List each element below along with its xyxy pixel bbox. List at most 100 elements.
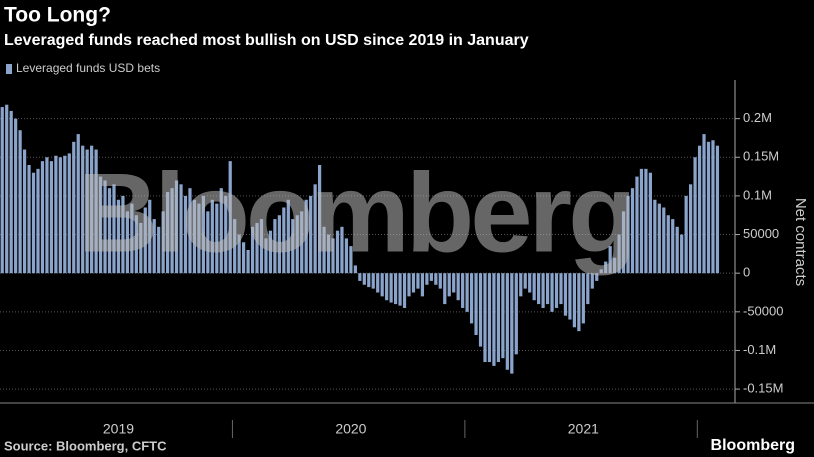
bar: [648, 172, 652, 274]
bar: [492, 273, 496, 366]
bar: [103, 180, 107, 274]
bar: [282, 207, 286, 274]
bar: [519, 273, 523, 297]
bar: [675, 226, 679, 274]
bar: [402, 273, 407, 308]
bar: [653, 199, 657, 274]
bar: [639, 168, 644, 274]
bar: [604, 261, 608, 274]
bar: [157, 226, 161, 274]
bar: [143, 207, 147, 274]
bar: [22, 149, 27, 274]
bar: [411, 273, 416, 293]
bar: [166, 192, 170, 274]
bar: [335, 230, 340, 274]
x-tick-label: 2019: [103, 421, 134, 437]
bar: [429, 273, 433, 281]
y-tick-label: -0.1M: [743, 342, 776, 357]
bar: [483, 273, 487, 363]
bar: [447, 273, 451, 297]
bar: [376, 273, 380, 293]
bar: [112, 184, 116, 274]
bar: [237, 234, 241, 274]
bar: [76, 134, 80, 274]
bar: [393, 273, 398, 305]
bar: [478, 273, 483, 347]
bar: [49, 161, 54, 274]
bar: [443, 273, 447, 305]
y-axis-title: Net contracts: [792, 198, 809, 286]
bar: [81, 145, 85, 274]
bar: [353, 265, 357, 274]
bar: [219, 188, 223, 274]
bar: [599, 269, 603, 274]
bar: [170, 188, 174, 274]
bar: [693, 157, 697, 274]
bar: [331, 238, 335, 274]
bar: [537, 273, 541, 305]
brand: Bloomberg: [711, 437, 795, 454]
bar: [469, 273, 474, 324]
bar: [590, 273, 594, 289]
bar: [0, 107, 4, 274]
bar: [420, 273, 425, 297]
bar: [425, 273, 429, 285]
bar: [18, 130, 22, 274]
bar: [85, 149, 89, 274]
bar: [224, 195, 228, 274]
x-tick-label: 2021: [568, 421, 599, 437]
bar: [617, 234, 621, 274]
bar: [5, 104, 9, 274]
bar: [36, 168, 40, 274]
y-tick-label: 50000: [743, 226, 779, 241]
bar: [630, 188, 635, 274]
bar: [581, 273, 585, 324]
bar: [385, 273, 389, 301]
bar: [300, 211, 304, 274]
y-tick-label: -0.15M: [743, 381, 783, 396]
bar: [291, 219, 295, 274]
bar: [233, 219, 237, 274]
bar: [344, 238, 349, 274]
bar: [161, 211, 165, 274]
bar: [179, 184, 183, 274]
bar: [496, 273, 501, 363]
bar: [228, 161, 232, 274]
legend-label: Leveraged funds USD bets: [16, 61, 160, 75]
chart-subtitle: Leveraged funds reached most bullish on …: [4, 32, 529, 49]
bar: [14, 118, 18, 274]
bar: [125, 211, 130, 274]
bar: [264, 238, 268, 274]
plot-area: 0.2M 0.15M 0.1M 50000 0 -50000 -0.1M -0.15M 2019…: [0, 80, 814, 438]
bar: [657, 203, 661, 274]
bar: [367, 273, 371, 288]
bar: [550, 273, 554, 312]
bar: [268, 230, 273, 274]
bar: [523, 273, 527, 289]
bar: [706, 141, 711, 274]
bar: [711, 140, 715, 274]
bar: [510, 273, 514, 374]
bar: [121, 195, 125, 274]
legend-swatch: [6, 64, 12, 74]
watermark: Bloomberg: [77, 151, 632, 276]
bar: [58, 157, 62, 274]
bar: [528, 273, 532, 293]
bar: [358, 273, 362, 281]
bar: [45, 157, 49, 274]
bar: [474, 273, 478, 335]
bar: [206, 211, 210, 274]
bar: [215, 203, 219, 274]
bar: [514, 273, 518, 355]
bar: [595, 273, 599, 281]
bar: [461, 273, 465, 308]
bar: [9, 110, 13, 274]
bar: [626, 195, 630, 274]
bar: [697, 145, 702, 274]
bar: [94, 149, 98, 274]
bar: [309, 195, 313, 274]
y-tick-label: 0.15M: [743, 149, 779, 164]
y-tick-label: -50000: [743, 303, 783, 318]
bar: [452, 273, 456, 293]
